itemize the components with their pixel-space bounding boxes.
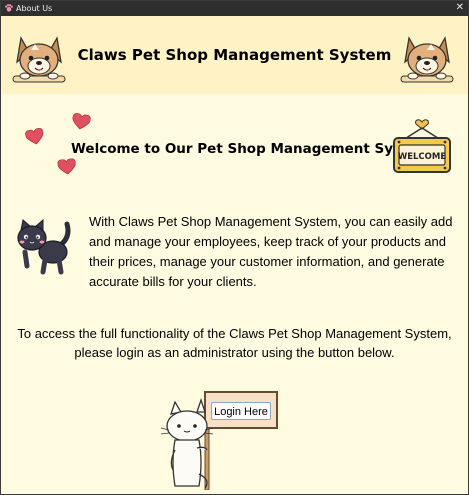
heart-icon	[24, 127, 44, 145]
access-note: To access the full functionality of the …	[17, 326, 452, 360]
header-banner: Claws Pet Shop Management System	[1, 16, 468, 94]
app-title: Claws Pet Shop Management System	[77, 46, 392, 64]
welcome-sign-text: WELCOME	[398, 152, 447, 162]
login-button[interactable]: Login Here	[211, 402, 271, 420]
description-text: With Claws Pet Shop Management System, y…	[89, 214, 453, 289]
window-title: About Us	[16, 4, 53, 13]
paw-icon	[5, 4, 13, 12]
welcome-heading: Welcome to Our Pet Shop Management Syste…	[71, 141, 431, 157]
cat-holding-sign-icon	[160, 391, 278, 490]
title-bar[interactable]: About Us ✕	[1, 1, 468, 16]
welcome-sign-icon: WELCOME	[393, 119, 451, 173]
black-cat-icon	[17, 218, 71, 275]
heart-icon	[57, 158, 76, 175]
about-content: Welcome to Our Pet Shop Management Syste…	[1, 94, 468, 494]
dog-icon	[400, 36, 454, 83]
close-icon[interactable]: ✕	[455, 2, 464, 13]
heart-icon	[72, 112, 91, 130]
dog-icon	[12, 36, 66, 83]
